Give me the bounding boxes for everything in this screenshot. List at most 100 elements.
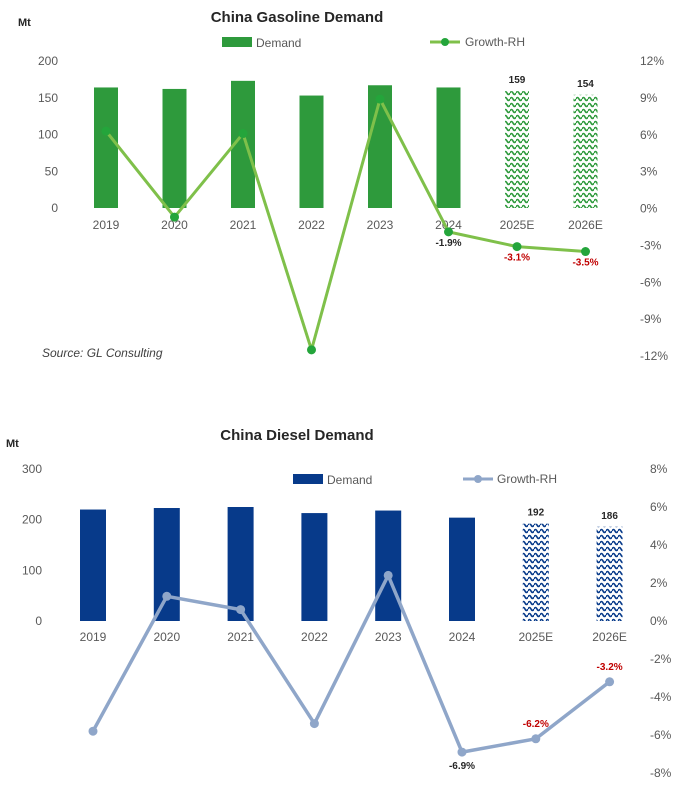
chart2-plot: 0 100 200 300 -8% -6% -4% -2% 0% 2% 4% 6% 8% 2019 2020… — [22, 462, 672, 780]
chart2-growth-point — [383, 570, 393, 580]
chart2-growth-point — [457, 747, 467, 757]
chart1-legend-growth-marker — [441, 38, 449, 46]
chart2-category-label: 2020 — [153, 630, 180, 644]
chart2-growth-value-label: -6.2% — [523, 719, 549, 730]
chart1-left-tick-label: 200 — [38, 54, 58, 68]
chart2-right-tick-label: 4% — [650, 538, 668, 552]
chart1-left-tick-label: 0 — [51, 201, 58, 215]
chart2-legend-demand-label: Demand — [327, 473, 372, 487]
chart2-bar — [375, 510, 402, 621]
chart1-category-label: 2025E — [500, 218, 535, 232]
chart1-category-label: 2021 — [230, 218, 257, 232]
chart2-legend-growth-marker — [474, 475, 482, 483]
chart1-bar-value-label: 154 — [577, 79, 594, 90]
chart1-growth-point — [444, 227, 453, 237]
chart2-legend-demand-swatch — [293, 474, 323, 484]
chart2-growth-point — [531, 734, 541, 744]
chart2-growth-point — [605, 677, 615, 687]
chart1-category-label: 2026E — [568, 218, 603, 232]
chart1-bar — [436, 87, 461, 208]
chart2-right-tick-label: 8% — [650, 462, 668, 476]
chart2-legend-growth-label: Growth-RH — [497, 472, 557, 486]
chart2-right-tick-label: -8% — [650, 766, 672, 780]
chart1-growth-value-label: -1.9% — [435, 238, 461, 249]
chart1-bar — [94, 87, 118, 208]
chart2-growth-value-label: -3.2% — [597, 662, 623, 673]
chart2-right-tick-label: -4% — [650, 690, 672, 704]
chart1-growth-value-label: -3.1% — [504, 253, 530, 264]
chart1-bar — [299, 95, 324, 208]
chart1-left-tick-label: 150 — [38, 91, 58, 105]
chart2-right-tick-label: 6% — [650, 500, 668, 514]
chart1-growth-point — [170, 212, 179, 222]
chart1-left-tick-label: 50 — [45, 164, 59, 178]
chart2-growth-point — [236, 605, 246, 615]
chart2-right-tick-label: 0% — [650, 614, 668, 628]
chart2-left-tick-label: 200 — [22, 513, 42, 527]
chart1-source-note: Source: GL Consulting — [42, 346, 163, 360]
chart1-right-tick-label: 3% — [640, 165, 658, 179]
chart2-category-label: 2021 — [227, 630, 254, 644]
chart1-growth-point — [238, 129, 248, 139]
chart2-right-tick-label: -2% — [650, 652, 672, 666]
chart1-growth-point — [581, 247, 590, 257]
chart1-legend-demand-swatch — [222, 37, 252, 47]
chart1-legend-growth-label: Growth-RH — [465, 35, 525, 49]
chart2-bar — [153, 508, 180, 621]
chart1-right-tick-label: 12% — [640, 54, 664, 68]
chart1-right-tick-label: 6% — [640, 128, 658, 142]
chart2-growth-point — [162, 591, 172, 601]
chart2-forecast-bar — [596, 526, 623, 621]
chart2-growth-value-label: -6.9% — [449, 761, 475, 772]
chart2-category-label: 2024 — [449, 630, 476, 644]
chart1-plot: 0 50 100 150 200 -12% -9% -6% -3% 0% 3% 6% 9% 12% 2019… — [38, 35, 668, 363]
chart1-bar-value-label: 159 — [509, 75, 526, 86]
chart2-category-label: 2023 — [375, 630, 402, 644]
chart1-left-tick-label: 100 — [38, 128, 58, 142]
chart2-category-label: 2022 — [301, 630, 328, 644]
chart1-category-label: 2023 — [367, 218, 394, 232]
chart2-left-tick-label: 100 — [22, 563, 42, 577]
chart2-growth-point — [88, 726, 98, 736]
chart2-left-tick-label: 300 — [22, 462, 42, 476]
chart2-bar-value-label: 186 — [601, 511, 618, 522]
chart1-bar — [162, 88, 187, 208]
chart2-bar-value-label: 192 — [527, 508, 544, 519]
chart1-right-tick-label: 9% — [640, 91, 658, 105]
chart2-growth-point — [309, 719, 319, 729]
chart2-bar — [227, 507, 254, 621]
chart1-category-label: 2022 — [298, 218, 325, 232]
chart1-category-label: 2019 — [93, 218, 120, 232]
chart1-category-label: 2020 — [161, 218, 188, 232]
chart1-left-axis-unit: Mt — [18, 17, 31, 29]
chart1-title: China Gasoline Demand — [211, 9, 384, 26]
chart2-right-tick-label: -6% — [650, 728, 672, 742]
chart1-right-tick-label: -3% — [640, 238, 662, 252]
chart2-left-tick-label: 0 — [35, 614, 42, 628]
chart2-category-label: 2026E — [592, 630, 627, 644]
chart2-bar — [80, 509, 106, 621]
chart1-growth-point — [307, 345, 316, 355]
chart1-forecast-bar — [505, 91, 529, 208]
chart2-category-label: 2019 — [80, 630, 107, 644]
chart2-forecast-bar — [522, 523, 549, 621]
chart2-right-tick-label: 2% — [650, 576, 668, 590]
chart1-growth-point — [375, 94, 385, 104]
chart2-growth-line — [91, 573, 611, 754]
chart1-right-tick-label: -12% — [640, 349, 668, 363]
chart2-title: China Diesel Demand — [220, 427, 373, 444]
chart2-left-axis-unit: Mt — [6, 438, 19, 450]
chart1-growth-value-label: -3.5% — [572, 258, 598, 269]
chart2-category-label: 2025E — [518, 630, 553, 644]
chart1-legend-demand-label: Demand — [256, 36, 301, 50]
chart1-forecast-bar — [573, 94, 598, 208]
chart1-right-tick-label: -6% — [640, 275, 662, 289]
chart1-growth-line — [104, 97, 586, 352]
chart1-bar — [368, 85, 392, 208]
chart1-right-tick-label: -9% — [640, 312, 662, 326]
chart2-bar — [449, 517, 475, 621]
chart1-growth-point — [512, 242, 522, 252]
chart1-right-tick-label: 0% — [640, 202, 658, 216]
chart1-growth-point — [101, 126, 111, 136]
